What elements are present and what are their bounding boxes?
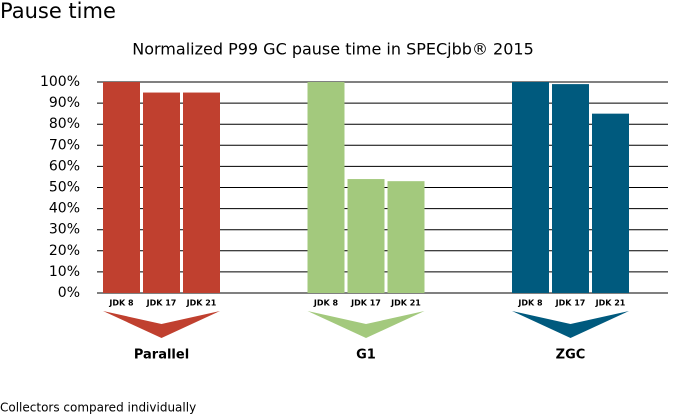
bar [103, 82, 140, 293]
y-tick-label: 10% [49, 264, 80, 280]
bar [347, 179, 385, 293]
x-tick-label: JDK 8 [108, 299, 134, 308]
y-tick-label: 30% [49, 222, 80, 238]
chart-title: Normalized P99 GC pause time in SPECjbb®… [132, 40, 534, 59]
x-tick-label: JDK 17 [350, 299, 381, 308]
y-tick-label: 50% [49, 180, 80, 196]
bar [183, 92, 220, 293]
x-tick-label: JDK 21 [186, 299, 217, 308]
x-tick-label: JDK 17 [555, 299, 586, 308]
page-title: Pause time [0, 0, 116, 23]
y-tick-label: 0% [58, 285, 80, 301]
group-chevron [512, 311, 629, 338]
bar [307, 82, 345, 293]
y-tick-label: 20% [49, 243, 80, 259]
x-tick-label: JDK 17 [146, 299, 177, 308]
y-tick-label: 60% [49, 158, 80, 174]
x-tick-label: JDK 21 [595, 299, 626, 308]
y-tick-label: 100% [40, 74, 80, 90]
y-tick-label: 40% [49, 201, 80, 217]
y-tick-label: 80% [49, 116, 80, 132]
y-tick-label: 70% [49, 137, 80, 153]
x-tick-label: JDK 8 [517, 299, 543, 308]
group-label: Parallel [134, 348, 189, 363]
x-tick-label: JDK 8 [313, 299, 339, 308]
x-tick-label: JDK 21 [390, 299, 421, 308]
group-label: ZGC [556, 348, 586, 363]
bar [592, 113, 629, 294]
y-tick-label: 90% [49, 95, 80, 111]
group-chevron [103, 311, 220, 338]
group-chevron [307, 311, 425, 338]
bar [143, 92, 180, 293]
footnote: Collectors compared individually [0, 401, 196, 415]
group-label: G1 [356, 348, 376, 363]
bar [552, 84, 589, 293]
bar [512, 82, 549, 293]
bar [387, 181, 425, 293]
